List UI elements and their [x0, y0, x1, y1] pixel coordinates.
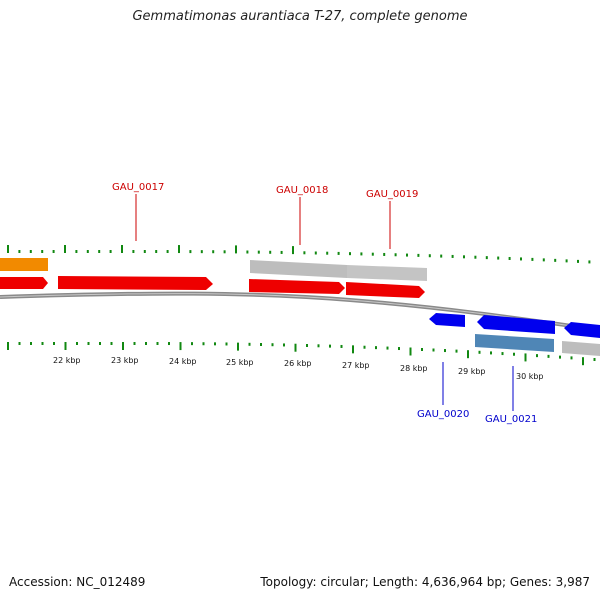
gene-label[interactable]: GAU_0018 — [276, 185, 328, 196]
steel-feature[interactable] — [475, 334, 554, 352]
reverse-gene-gau-0020[interactable] — [429, 313, 465, 327]
gray-feature[interactable] — [347, 265, 427, 281]
inner-tick-row — [7, 342, 596, 366]
kbp-label: 22 kbp — [53, 356, 81, 365]
kbp-label: 25 kbp — [226, 358, 254, 367]
gene-label[interactable]: GAU_0021 — [485, 414, 537, 425]
outer-tick-row — [7, 245, 591, 264]
gene-label[interactable]: GAU_0020 — [417, 409, 469, 420]
kbp-label: 28 kbp — [400, 364, 428, 373]
reverse-gene-gau-0021[interactable] — [477, 315, 555, 334]
genome-summary-text: Topology: circular; Length: 4,636,964 bp… — [260, 575, 590, 589]
kbp-label: 30 kbp — [516, 372, 544, 381]
forward-gene[interactable] — [0, 277, 48, 289]
gray-feature[interactable] — [562, 341, 600, 356]
forward-gene-gau-0019[interactable] — [346, 282, 425, 298]
gray-feature[interactable] — [250, 260, 347, 278]
gene-label[interactable]: GAU_0017 — [112, 182, 164, 193]
accession-text: Accession: NC_012489 — [9, 575, 146, 589]
kbp-label: 29 kbp — [458, 367, 486, 376]
kbp-label: 24 kbp — [169, 357, 197, 366]
orange-feature[interactable] — [0, 258, 48, 271]
genome-title: Gemmatimonas aurantiaca T-27, complete g… — [132, 9, 468, 24]
gene-label-group: GAU_0017 GAU_0018 GAU_0019 GAU_0020 GAU_0021 — [112, 182, 537, 425]
kbp-label: 27 kbp — [342, 361, 370, 370]
forward-gene-gau-0018[interactable] — [249, 279, 345, 294]
kbp-label: 26 kbp — [284, 359, 312, 368]
kbp-label-row: 22 kbp 23 kbp 24 kbp 25 kbp 26 kbp 27 kbp 28 k… — [53, 356, 544, 381]
kbp-label: 23 kbp — [111, 356, 139, 365]
forward-gene[interactable] — [58, 276, 213, 290]
reverse-gene[interactable] — [564, 322, 600, 338]
gene-label[interactable]: GAU_0019 — [366, 189, 418, 200]
